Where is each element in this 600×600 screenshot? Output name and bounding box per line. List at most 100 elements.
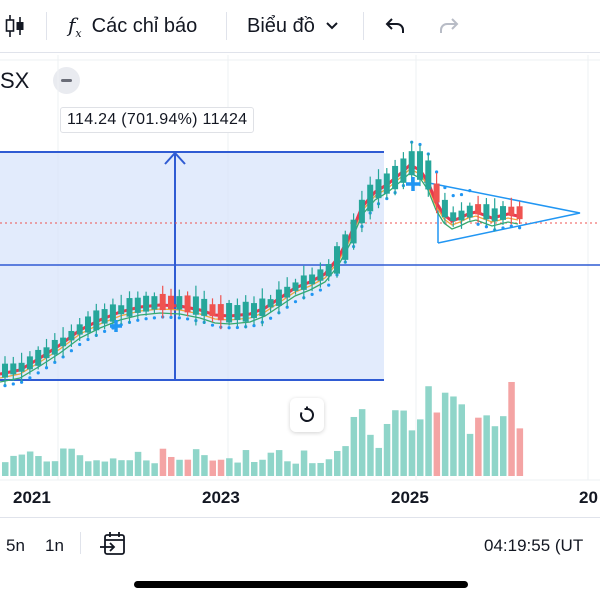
psar-dot (518, 226, 522, 230)
candle (300, 265, 307, 300)
candle-body (209, 304, 216, 317)
volume-bar (143, 460, 150, 476)
psar-dot (435, 170, 439, 174)
candle (51, 333, 58, 362)
psar-dot (61, 355, 65, 359)
candle-body (350, 219, 357, 244)
candle-body (242, 301, 249, 322)
candle (168, 288, 174, 316)
candle-body (483, 204, 490, 220)
volume-bar (60, 448, 67, 476)
x-tick-label: 2021 (13, 488, 51, 507)
candle-body (433, 183, 440, 203)
volume-bar (433, 412, 441, 476)
candle (93, 303, 100, 337)
candle-body (26, 356, 33, 370)
candle (367, 176, 374, 220)
candle-body (101, 309, 108, 324)
psar-dot (53, 360, 57, 364)
x-tick-label: 2025 (391, 488, 429, 507)
undo-button[interactable] (384, 0, 406, 52)
symbol-label[interactable]: SX (0, 68, 30, 93)
candle (26, 351, 33, 375)
psar-dot (310, 292, 314, 296)
psar-dot (484, 225, 488, 229)
volume-bar (516, 428, 524, 476)
volume-bar (184, 459, 192, 476)
volume-bar (176, 459, 183, 476)
candle-body (300, 275, 307, 290)
candle-body (417, 151, 423, 180)
reset-chart-button[interactable] (290, 398, 324, 432)
calendar-goto-icon (100, 532, 125, 555)
candle (10, 356, 17, 381)
candle-body (334, 246, 340, 274)
candle-body (516, 206, 523, 220)
volume-bar (275, 450, 283, 476)
redo-button[interactable] (438, 0, 460, 52)
psar-dot (3, 384, 7, 388)
volume-bar (267, 452, 275, 476)
redo-icon (440, 18, 459, 33)
volume-bar (425, 386, 432, 476)
candle (134, 291, 141, 320)
psar-dot (509, 224, 513, 228)
candle (201, 290, 208, 325)
candle (267, 294, 274, 312)
candle-body (400, 158, 407, 183)
candle-body (76, 324, 83, 335)
candle (192, 285, 199, 326)
volume-bar (68, 448, 75, 476)
candle-body (441, 199, 448, 218)
volume-bar (26, 451, 34, 476)
candle-body (342, 234, 349, 260)
volume-bar (18, 454, 26, 476)
candle (342, 230, 349, 264)
volume-bar (392, 410, 399, 476)
volume-bar (85, 461, 92, 476)
psar-dot (443, 185, 447, 190)
volume-bars (2, 381, 524, 476)
undo-icon (385, 18, 404, 33)
candle (350, 213, 357, 250)
candle-body (466, 205, 473, 218)
candle-body (159, 293, 166, 311)
candles-icon[interactable] (4, 0, 26, 52)
psar-dot (69, 349, 73, 353)
chart-type-button[interactable]: Biểu đồ (247, 0, 339, 52)
goto-date-button[interactable] (99, 530, 127, 563)
x-tick-label: 20 (579, 488, 598, 507)
volume-bar (441, 392, 449, 476)
candle-body (383, 173, 390, 194)
volume-bar (342, 446, 349, 476)
candle (483, 198, 490, 226)
fx-icon: fx (68, 12, 82, 40)
candle (417, 144, 423, 187)
chevron-down-icon (326, 22, 338, 30)
measure-arrow-head (164, 151, 186, 165)
range-5y-button[interactable]: 5n (6, 536, 25, 555)
candle (43, 338, 50, 367)
clock-time[interactable]: 04:19:55 (UT (484, 536, 584, 555)
indicators-button[interactable]: fx Các chỉ báo (68, 0, 197, 52)
candle (151, 292, 158, 314)
candle-body (68, 330, 75, 341)
candle-body (500, 206, 506, 220)
candle (217, 295, 224, 330)
candle-body (168, 295, 174, 310)
candle (226, 299, 233, 326)
candle-body (109, 304, 116, 322)
candle (392, 159, 399, 196)
chart-type-label: Biểu đồ (247, 14, 315, 37)
candle (458, 202, 465, 229)
candle (209, 298, 216, 322)
candle (358, 190, 365, 233)
psar-dot (269, 316, 273, 320)
psar-dot (418, 142, 422, 147)
range-1y-button[interactable]: 1n (45, 536, 64, 555)
psar-dot (103, 329, 107, 333)
psar-dot (293, 300, 298, 304)
psar-dot (227, 326, 231, 330)
candle-body (51, 339, 58, 355)
